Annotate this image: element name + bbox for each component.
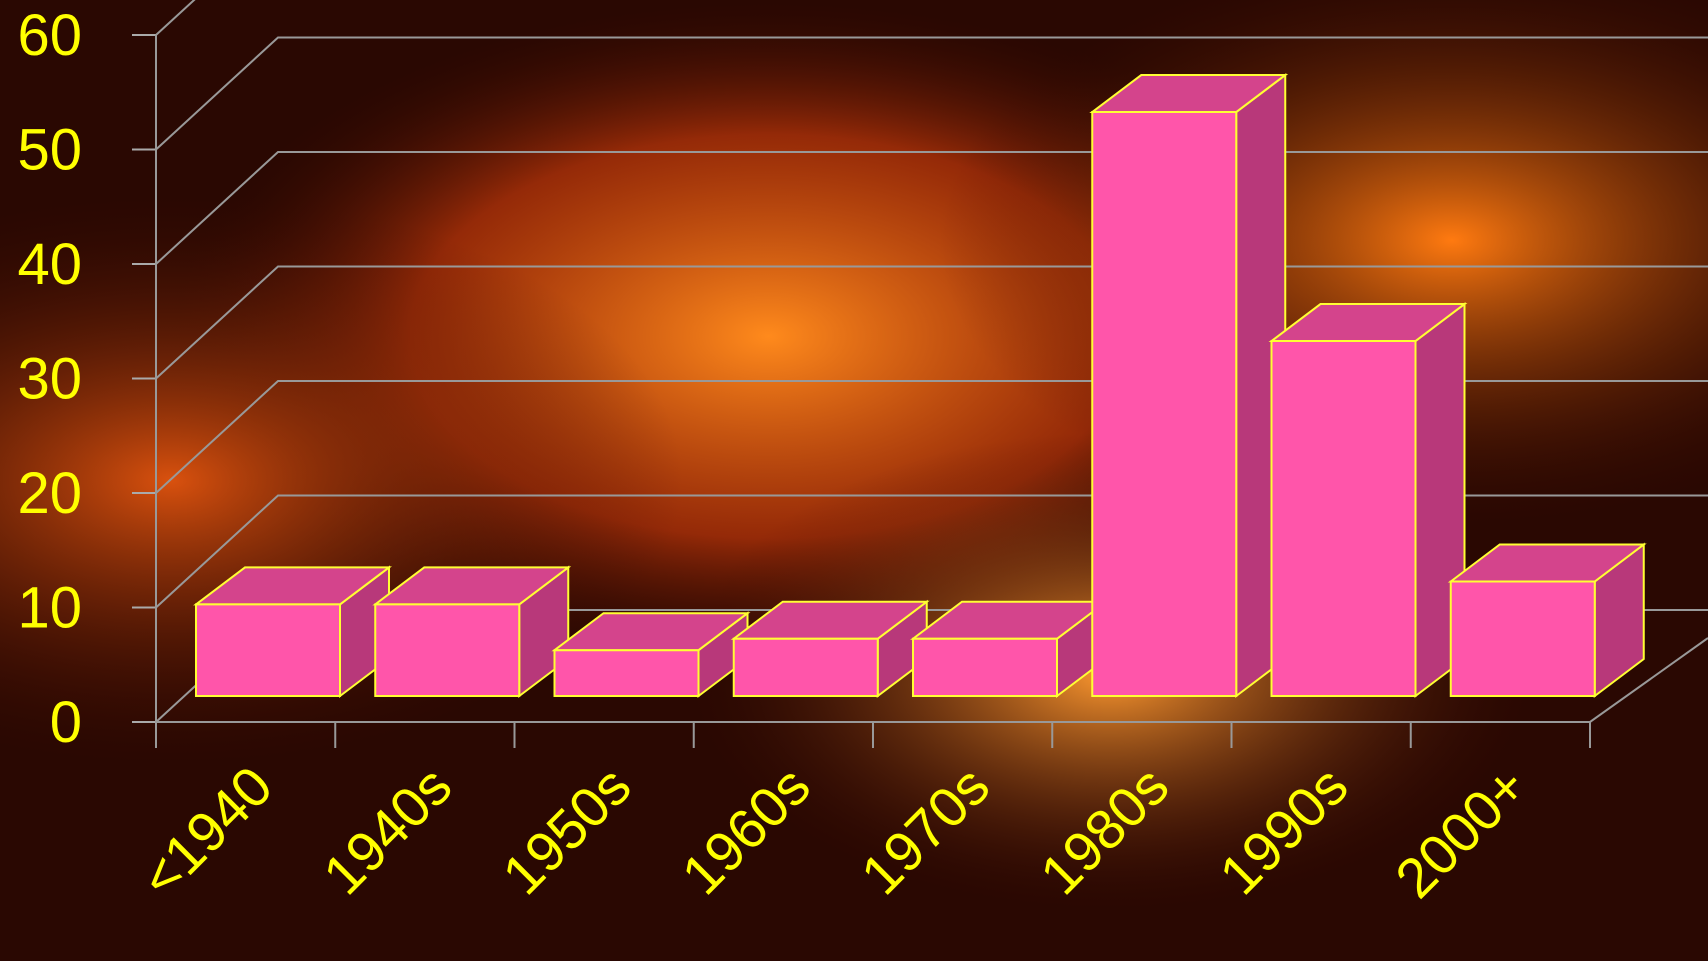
- bar: [1451, 545, 1644, 697]
- y-tick-label: 10: [17, 576, 82, 641]
- bar: [375, 567, 568, 696]
- bar-face: [913, 639, 1057, 696]
- bar-face: [1451, 582, 1595, 697]
- bar-face: [196, 604, 340, 696]
- bar: [734, 602, 927, 696]
- bar-face: [555, 650, 699, 696]
- bar: [196, 567, 389, 696]
- bar-face: [1272, 341, 1416, 696]
- y-tick-label: 50: [17, 118, 82, 183]
- bar-face: [734, 639, 878, 696]
- y-tick-label: 30: [17, 347, 82, 412]
- chart: 0102030405060<19401940s1950s1960s1970s19…: [0, 0, 1708, 961]
- bar-face: [1092, 112, 1236, 696]
- bar: [913, 602, 1106, 696]
- y-tick-label: 40: [17, 232, 82, 297]
- bar: [1092, 75, 1285, 696]
- bar: [1272, 304, 1465, 696]
- y-tick-label: 0: [50, 690, 82, 755]
- bar-face: [375, 604, 519, 696]
- y-tick-label: 60: [17, 3, 82, 68]
- y-tick-label: 20: [17, 461, 82, 526]
